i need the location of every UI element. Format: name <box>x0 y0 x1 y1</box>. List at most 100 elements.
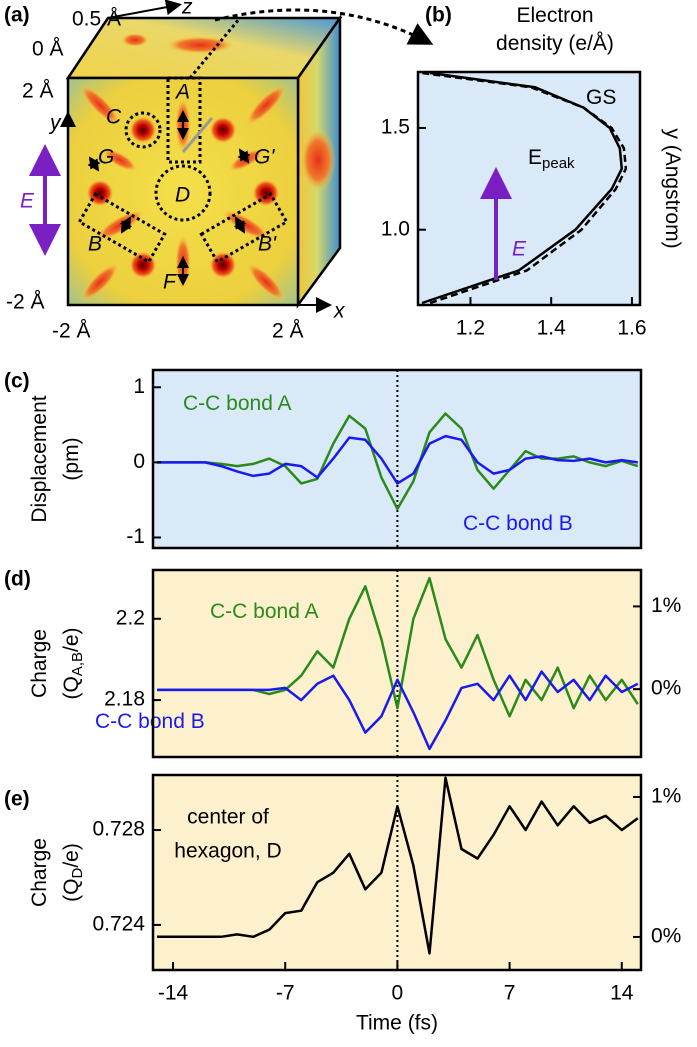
x-scale-label: 2 Å <box>272 320 304 343</box>
cube-diagram: (a) 0.5 Å 0 Å 2 Å -2 Å -2 Å 2 Å z y x A … <box>4 0 434 343</box>
streak <box>245 84 287 126</box>
text-part: Charge <box>28 629 51 698</box>
y-tick-label: 0.728 <box>92 818 145 841</box>
x-tick-label: -7 <box>276 982 295 1005</box>
text-part: C-C bond A <box>210 600 319 623</box>
plot-clip <box>157 370 639 548</box>
y-axis-label: y (Angstrom) <box>661 128 684 248</box>
y2-tick-label: 0% <box>651 677 681 700</box>
y2-tick-label: 1% <box>651 594 681 617</box>
y-tick-label: 2.18 <box>104 688 145 711</box>
field-label: E <box>20 190 35 213</box>
subscript: peak <box>542 155 575 172</box>
panel-label: (c) <box>4 370 30 393</box>
y-tick-label: 1 <box>133 375 145 398</box>
plot-clip <box>421 71 628 305</box>
arrow-b <box>119 216 133 234</box>
chart-title: Electron <box>516 4 593 27</box>
site-label: C <box>106 106 122 129</box>
x-scale-label: -2 Å <box>52 320 91 343</box>
region-c <box>124 111 162 149</box>
plot-frame <box>151 368 643 550</box>
text-part: C-C bond A <box>183 392 292 415</box>
y-axis-label: (QD/e) <box>60 843 86 902</box>
text-part: (Q <box>60 676 83 699</box>
axis-label: x <box>333 300 346 323</box>
atom <box>209 251 237 279</box>
plot-frame <box>416 70 642 307</box>
arrow-g2 <box>237 148 251 164</box>
text-part: GS <box>586 86 616 109</box>
streak <box>80 262 120 302</box>
streak <box>246 262 286 302</box>
axis-label: z <box>181 0 193 19</box>
plot-area <box>153 570 641 757</box>
region-b <box>77 192 167 264</box>
site-label: A <box>174 81 190 104</box>
atom <box>209 116 237 144</box>
atom <box>86 179 114 207</box>
annotation: center of <box>187 806 269 829</box>
region-a <box>166 76 202 164</box>
streak <box>79 84 121 126</box>
y2-tick-label: 1% <box>651 785 681 808</box>
series-label: GS <box>586 86 616 109</box>
panel-label: (e) <box>4 788 30 811</box>
series-line <box>157 670 639 751</box>
plot-area <box>418 72 640 305</box>
site-label: G' <box>254 146 275 169</box>
y-tick-label: 1.0 <box>381 217 410 240</box>
site-label: B' <box>258 233 277 256</box>
annotation: hexagon, D <box>174 840 281 863</box>
x-tick-label: 0 <box>392 982 404 1005</box>
atom <box>129 116 157 144</box>
depth-label: 0 Å <box>32 38 64 61</box>
site-label: F <box>163 271 177 294</box>
chart-title: density (e/Å) <box>496 32 614 55</box>
text-part: C-C bond B <box>463 512 573 535</box>
atom <box>129 251 157 279</box>
subscript: D <box>69 868 86 879</box>
series-line <box>157 434 638 485</box>
y-tick-label: 0 <box>133 450 145 473</box>
panel-label: (d) <box>4 568 31 591</box>
x-tick-label: 1.6 <box>617 317 646 340</box>
side-streak <box>300 128 336 192</box>
series-line <box>421 71 624 305</box>
y-axis-label: (pm) <box>60 437 83 480</box>
region-d <box>154 164 212 222</box>
top-streak <box>165 36 235 54</box>
text-part: E <box>528 146 542 169</box>
y-axis-label: Displacement <box>28 395 51 522</box>
text-part: /e) <box>60 843 83 868</box>
depth-label: 0.5 Å <box>72 8 121 31</box>
z-axis-arrow <box>107 0 182 19</box>
y-axis-label: Charge <box>28 838 51 907</box>
y-scale-label: -2 Å <box>6 291 45 314</box>
text-part: y (Angstrom) <box>661 128 684 248</box>
series-line <box>421 71 628 305</box>
y-axis-label: Charge <box>28 629 51 698</box>
streak <box>102 148 138 172</box>
text-part: density (e/Å) <box>496 32 614 55</box>
series-label: C-C bond A <box>210 600 319 623</box>
text-part: Charge <box>28 838 51 907</box>
region-outlines <box>77 17 289 264</box>
top-streak <box>121 33 149 47</box>
y2-tick-label: 0% <box>651 925 681 948</box>
text-part: Electron <box>516 4 593 27</box>
projection-line <box>188 17 242 79</box>
subscript: A,B <box>69 652 86 676</box>
text-part: (pm) <box>60 437 83 480</box>
y-tick-label: 1.5 <box>381 116 410 139</box>
site-label: B <box>88 233 102 256</box>
y-axis-label: (QA,B/e) <box>60 627 86 699</box>
x-tick-label: 14 <box>610 982 634 1005</box>
arrow-b2 <box>233 216 247 234</box>
link-arrow <box>214 8 434 45</box>
plot-clip <box>157 775 639 970</box>
site-label: G <box>98 146 114 169</box>
series-label: C-C bond B <box>463 512 573 535</box>
x-tick-label: -14 <box>158 982 189 1005</box>
